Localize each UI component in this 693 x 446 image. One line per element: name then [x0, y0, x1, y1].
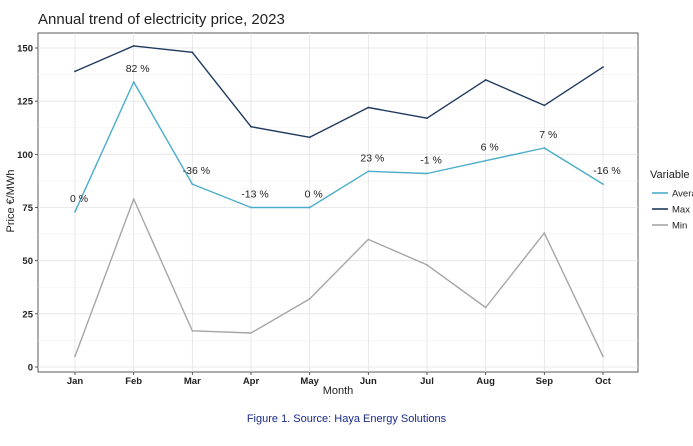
y-tick-label: 0 [28, 363, 33, 374]
legend-label-max: Max [672, 205, 690, 216]
series-line-max [74, 45, 604, 139]
data-label: 0 % [305, 189, 323, 201]
y-tick-label: 25 [22, 309, 33, 320]
data-point-min [74, 355, 76, 358]
data-point-average [308, 206, 311, 209]
legend-label-min: Min [672, 221, 687, 232]
data-point-max [484, 79, 487, 81]
data-point-min [308, 298, 311, 300]
x-tick-label: Jun [360, 376, 377, 387]
y-tick-label: 125 [17, 97, 34, 108]
data-point-max [250, 125, 252, 128]
y-tick-label: 50 [22, 256, 33, 267]
chart-title: Annual trend of electricity price, 2023 [38, 11, 285, 28]
series-lines [74, 44, 604, 358]
line-chart: Annual trend of electricity price, 2023 … [5, 11, 693, 397]
data-point-average [484, 159, 487, 162]
data-point-min [543, 232, 546, 234]
data-label: 7 % [539, 129, 557, 141]
axes: 0 25 50 75 100 125 150 Jan Feb Mar Apr May Jun Jul Aug… [17, 44, 612, 388]
data-point-min [250, 332, 252, 334]
data-point-max [543, 104, 546, 107]
data-point-max [426, 117, 428, 120]
series-line-average [74, 81, 604, 213]
y-axis-title: Price €/MWh [5, 170, 17, 233]
data-label: 0 % [70, 193, 88, 205]
x-tick-label: Jan [67, 376, 84, 387]
y-tick-label: 100 [17, 150, 33, 161]
x-tick-label: Oct [595, 376, 612, 387]
data-point-average [602, 183, 604, 186]
x-tick-label: Sep [536, 376, 554, 387]
data-point-max [308, 136, 311, 139]
data-label: 23 % [360, 152, 384, 164]
x-tick-label: Feb [125, 376, 142, 387]
series-line-min [74, 198, 604, 357]
figure-caption: Figure 1. Source: Haya Energy Solutions [246, 413, 447, 425]
data-point-average [543, 147, 546, 149]
data-point-max [367, 106, 370, 109]
x-tick-label: Jul [420, 376, 434, 387]
legend-title: Variable [650, 169, 690, 181]
data-point-min [367, 238, 370, 241]
x-tick-label: Apr [243, 376, 260, 387]
x-tick-label: May [300, 376, 319, 387]
data-label: -13 % [241, 189, 268, 201]
data-point-min [191, 329, 194, 332]
data-point-min [602, 355, 604, 358]
data-label: 82 % [126, 63, 150, 75]
data-point-max [132, 44, 135, 47]
x-tick-label: Aug [476, 376, 495, 387]
data-label: -16 % [593, 165, 620, 177]
data-label: -1 % [420, 154, 442, 166]
data-point-average [74, 210, 76, 213]
data-point-average [132, 81, 135, 83]
data-label: -36 % [183, 165, 210, 177]
x-axis-title: Month [323, 385, 354, 397]
grid-lines [38, 33, 638, 372]
y-tick-label: 75 [22, 203, 33, 214]
data-labels: 0 % 82 % -36 % -13 % 0 % 23 % -1 % 6 % 7 % -16 % [70, 63, 621, 205]
data-point-max [191, 51, 194, 54]
data-point-average [191, 183, 194, 186]
plot-panel [37, 32, 639, 373]
data-point-average [250, 206, 252, 209]
data-point-min [426, 264, 428, 266]
y-tick-label: 150 [17, 44, 33, 55]
data-point-min [132, 198, 135, 200]
data-point-max [74, 70, 76, 73]
x-tick-label: Mar [184, 376, 201, 387]
data-point-max [602, 66, 604, 69]
data-point-average [367, 170, 370, 173]
legend-label-average: Average [672, 189, 693, 200]
data-point-average [426, 172, 428, 175]
data-point-min [484, 306, 487, 309]
data-label: 6 % [481, 142, 499, 154]
legend: Variable Average Max Min [650, 169, 693, 232]
